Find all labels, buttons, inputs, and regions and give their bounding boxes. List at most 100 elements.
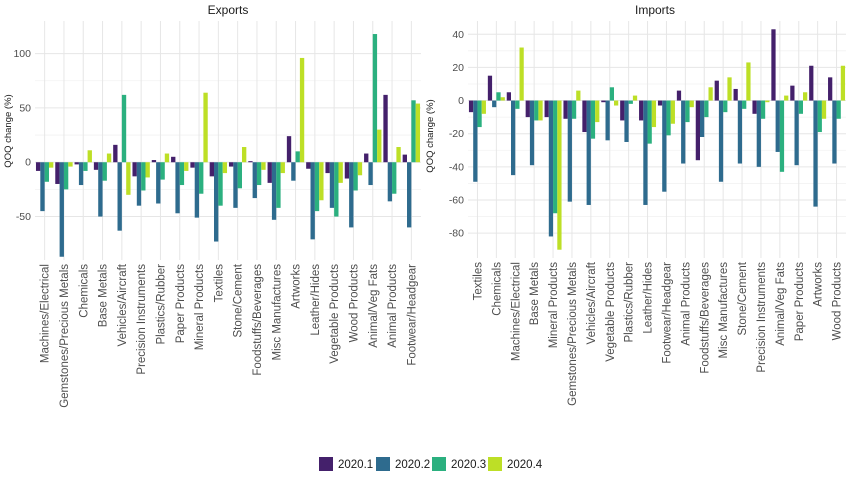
exports-bar <box>276 162 281 208</box>
exports-x-tick-label: Animal/Veg Fats <box>368 264 380 348</box>
exports-bar <box>248 161 253 163</box>
imports-bar <box>576 90 581 101</box>
exports-bar <box>267 162 272 183</box>
exports-x-tick-label: Stone/Cement <box>233 263 245 337</box>
imports-bar <box>775 100 780 152</box>
exports-bar <box>402 154 407 163</box>
exports-bar <box>233 162 238 208</box>
imports-bar <box>624 100 629 142</box>
imports-bar <box>813 100 818 207</box>
imports-bar <box>538 100 543 121</box>
imports-bar <box>529 100 535 166</box>
exports-bar <box>106 153 112 163</box>
imports-x-tick-label: Animal/Veg Fats <box>775 262 787 346</box>
imports-bar <box>737 100 743 164</box>
legend-item-2020-2: 2020.2 <box>376 457 430 471</box>
legend-label: 2020.2 <box>395 459 430 471</box>
imports-x-tick-label: Stone/Cement <box>737 261 749 335</box>
imports-bar <box>670 100 675 124</box>
exports-bar <box>68 162 73 167</box>
imports-title: Imports <box>635 3 675 17</box>
exports-bar <box>377 129 382 163</box>
exports-x-tick-label: Animal Products <box>387 264 399 348</box>
imports-y-tick-label: 0 <box>458 95 464 107</box>
imports-bar <box>515 100 520 109</box>
exports-bar <box>136 162 142 206</box>
exports-title: Exports <box>208 3 249 17</box>
exports-x-tick-label: Vegetable Products <box>329 264 341 364</box>
exports-bar <box>160 162 165 180</box>
legend: 2020.1 2020.2 2020.3 2020.4 <box>319 457 543 471</box>
imports-bar <box>605 100 610 141</box>
exports-bar <box>338 162 343 183</box>
imports-bar <box>601 100 606 103</box>
exports-panel: Exports QOQ change (%) -50 0 50 100 Machine… <box>3 3 421 408</box>
exports-y-axis-label: QOQ change (%) <box>3 94 14 167</box>
imports-bar <box>481 100 486 114</box>
imports-bar <box>689 100 694 108</box>
exports-bar <box>171 156 176 163</box>
imports-bar <box>771 29 776 101</box>
imports-bar <box>468 100 474 113</box>
exports-bar <box>74 162 79 165</box>
imports-bar <box>798 100 803 114</box>
legend-item-2020-4: 2020.4 <box>488 457 543 471</box>
exports-bar <box>325 162 330 174</box>
exports-bar <box>329 162 335 208</box>
exports-y-tick-label: 0 <box>25 157 31 169</box>
legend-item-2020-3: 2020.3 <box>432 457 486 471</box>
imports-bar <box>756 100 761 167</box>
exports-bar <box>392 162 397 194</box>
exports-x-tick-label: Artworks <box>291 264 303 309</box>
exports-bar <box>415 103 421 163</box>
exports-y-ticks: -50 0 50 100 <box>13 48 31 223</box>
exports-bar <box>141 162 146 191</box>
imports-bar <box>704 100 709 118</box>
legend-swatch <box>319 457 333 471</box>
imports-bar <box>586 100 591 205</box>
imports-bar <box>567 100 572 202</box>
exports-bar <box>102 162 107 181</box>
exports-bar <box>184 162 189 171</box>
exports-bar <box>121 94 127 163</box>
imports-y-axis-label: QOQ change (%) <box>425 99 436 172</box>
exports-bar <box>214 162 219 242</box>
exports-bar <box>387 162 393 202</box>
imports-bar <box>595 100 600 123</box>
exports-bar <box>280 162 285 174</box>
exports-bar <box>93 162 99 170</box>
imports-x-tick-label: Wood Products <box>832 262 844 341</box>
imports-bar <box>643 100 648 205</box>
imports-bar <box>639 100 644 121</box>
imports-x-tick-label: Misc Manufactures <box>718 262 730 359</box>
imports-bar <box>511 100 516 176</box>
exports-x-tick-label: Base Metals <box>98 264 110 328</box>
exports-bar <box>310 162 315 240</box>
exports-x-tick-label: Paper Products <box>175 264 187 344</box>
imports-bar <box>718 100 724 182</box>
exports-bar <box>175 162 180 214</box>
exports-bar <box>364 153 369 163</box>
exports-bars <box>35 34 421 257</box>
imports-bar <box>548 100 554 237</box>
imports-bar <box>473 100 478 182</box>
imports-bar <box>714 80 719 101</box>
exports-bar <box>59 162 64 257</box>
exports-bar <box>209 162 215 177</box>
imports-bar <box>506 92 511 101</box>
imports-bar <box>632 95 638 101</box>
imports-bar <box>700 100 705 138</box>
exports-x-tick-label: Wood Products <box>348 264 360 343</box>
exports-bar <box>117 162 122 231</box>
imports-bar <box>840 65 846 101</box>
exports-x-ticks: Machines/Electrical Gemstones/Precious Me… <box>40 263 419 408</box>
exports-bar <box>145 162 150 178</box>
exports-bar <box>228 162 234 167</box>
imports-x-tick-label: Artworks <box>813 262 825 307</box>
exports-bar <box>199 162 204 194</box>
exports-x-tick-label: Foodstuffs/Beverages <box>252 264 264 376</box>
exports-bar <box>179 162 185 186</box>
imports-bars <box>468 29 846 250</box>
imports-gridlines <box>468 21 846 258</box>
